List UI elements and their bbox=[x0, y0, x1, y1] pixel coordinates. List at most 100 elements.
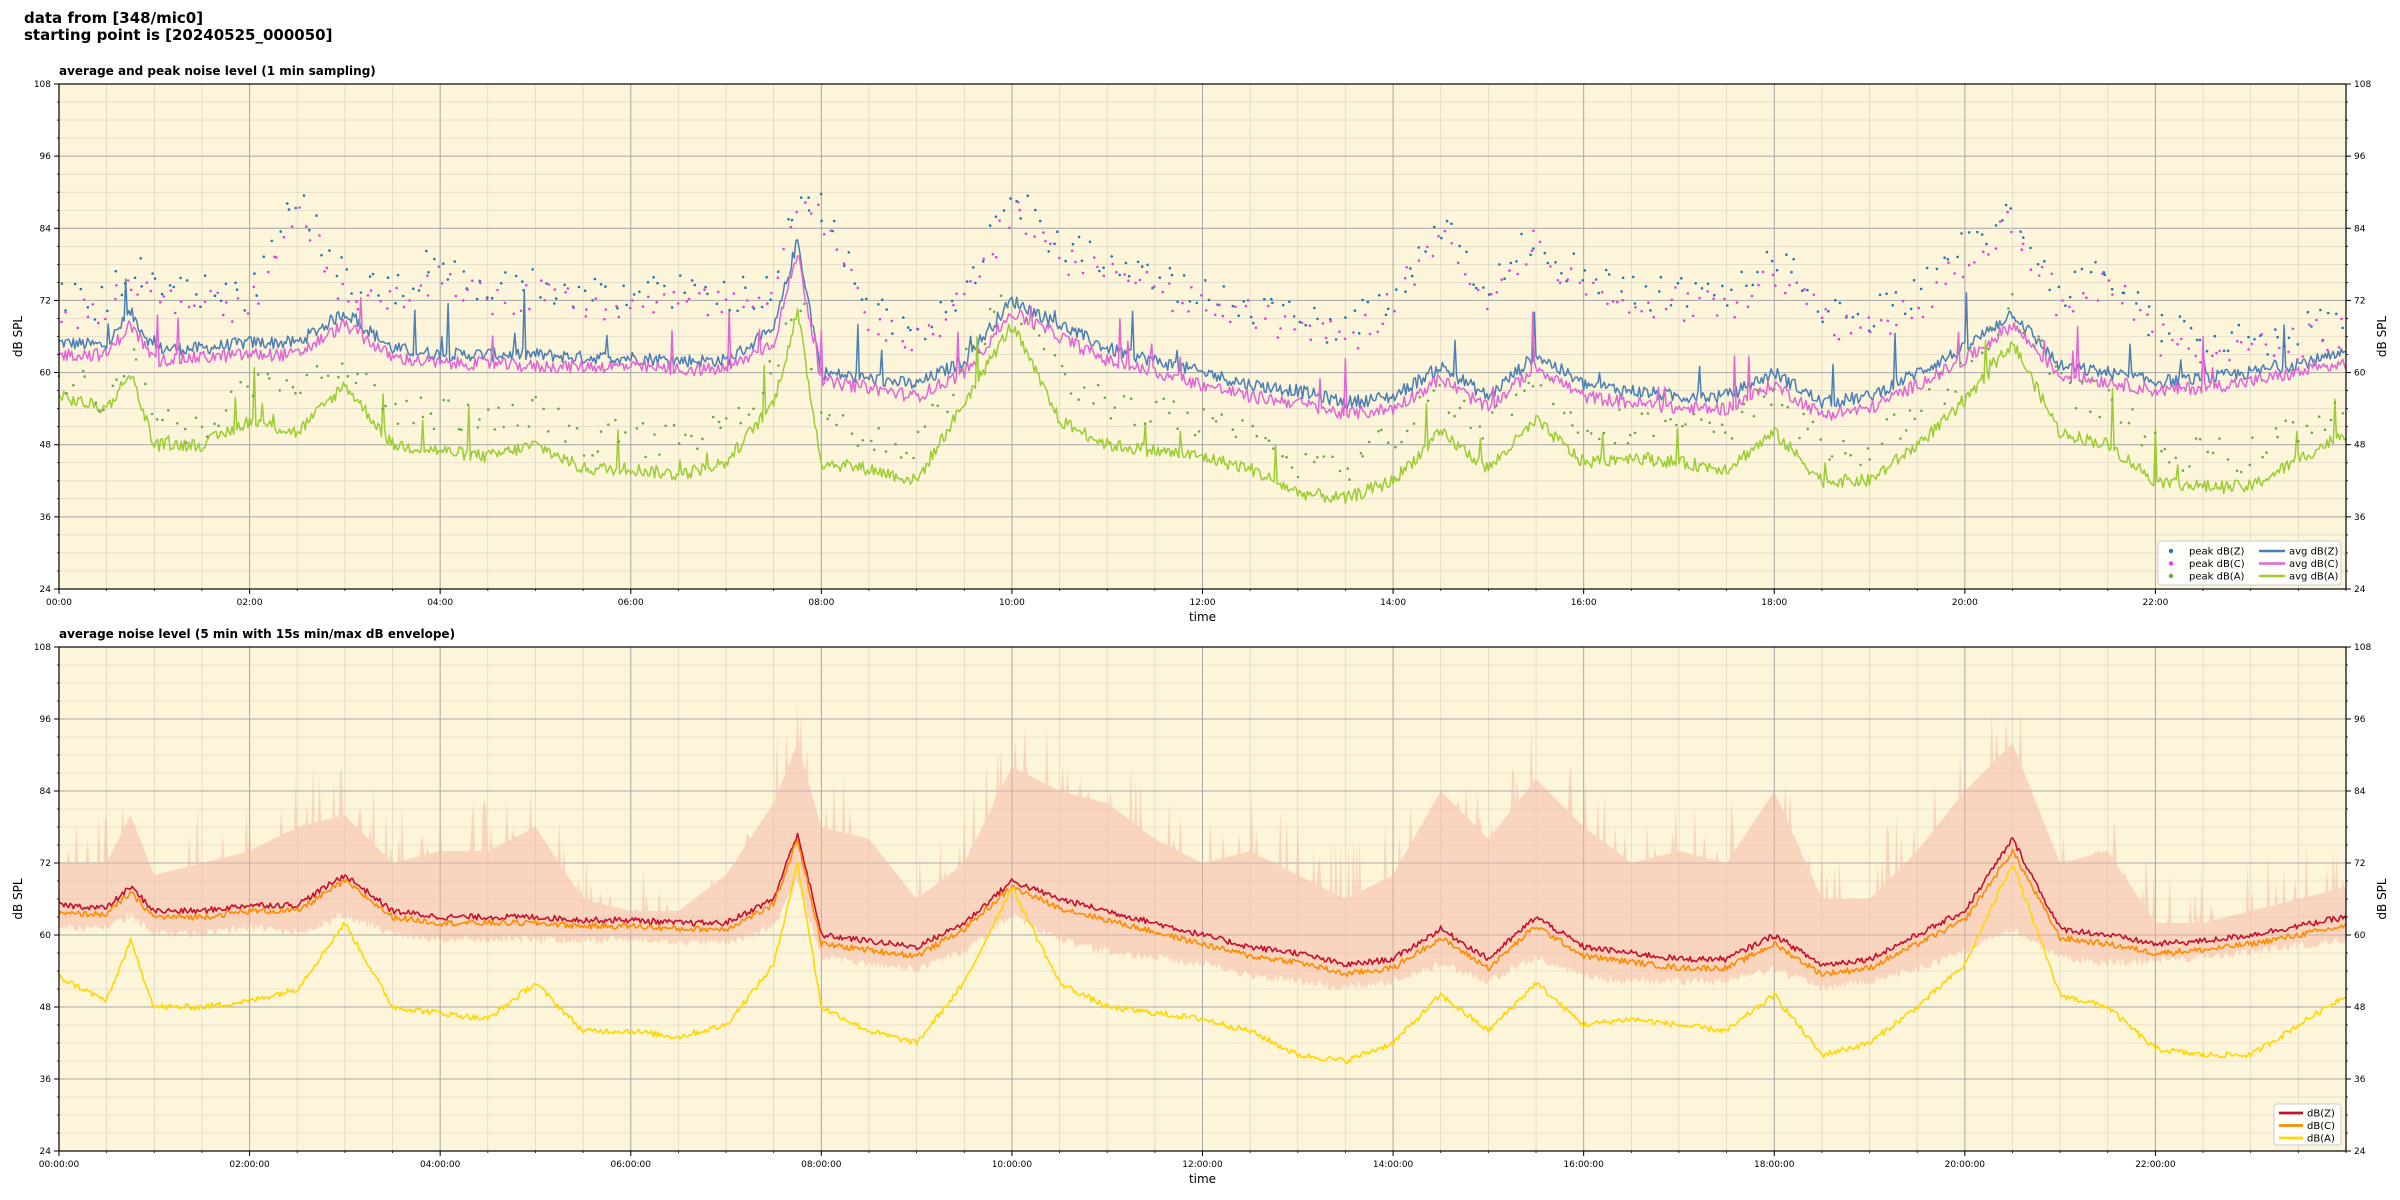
peak-point bbox=[539, 296, 542, 299]
peak-point bbox=[1171, 309, 1174, 313]
peak-point bbox=[1334, 338, 1338, 341]
peak-point bbox=[1903, 312, 1907, 316]
peak-point bbox=[1168, 411, 1171, 415]
peak-point bbox=[923, 425, 927, 428]
y-tick-label-left: 60 bbox=[40, 931, 52, 941]
peak-point bbox=[1220, 413, 1223, 416]
peak-point bbox=[1615, 300, 1619, 304]
peak-point bbox=[115, 378, 118, 381]
peak-point bbox=[1947, 261, 1950, 265]
peak-point bbox=[179, 300, 183, 303]
peak-point bbox=[1008, 226, 1011, 230]
peak-point bbox=[1621, 299, 1624, 302]
peak-point bbox=[741, 275, 745, 279]
peak-point bbox=[2132, 318, 2136, 321]
peak-point bbox=[884, 339, 888, 342]
peak-point bbox=[2110, 398, 2114, 402]
peak-point bbox=[219, 299, 223, 303]
peak-point bbox=[2020, 248, 2024, 251]
peak-point bbox=[542, 407, 545, 411]
peak-point bbox=[1572, 252, 1576, 255]
peak-point bbox=[2215, 351, 2218, 355]
peak-point bbox=[447, 399, 450, 402]
peak-point bbox=[1394, 445, 1397, 449]
peak-point bbox=[291, 385, 295, 389]
bottom-chart-panel: 24 24 36 36 48 48 60 60 72 72 84 84 96 96 108 108 00:00:… bbox=[11, 627, 2389, 1186]
peak-point bbox=[194, 416, 198, 420]
peak-point bbox=[1682, 319, 1686, 323]
peak-point bbox=[172, 285, 175, 289]
peak-point bbox=[1495, 291, 1499, 294]
peak-point bbox=[624, 431, 627, 434]
peak-point bbox=[216, 291, 219, 295]
peak-point bbox=[1681, 424, 1684, 428]
peak-point bbox=[938, 334, 942, 338]
peak-point bbox=[841, 414, 845, 417]
peak-point bbox=[341, 282, 345, 286]
peak-point bbox=[994, 215, 998, 218]
peak-point bbox=[631, 299, 634, 302]
peak-point bbox=[1730, 288, 1733, 292]
peak-point bbox=[1724, 431, 1727, 434]
peak-point bbox=[93, 318, 97, 321]
peak-point bbox=[1359, 452, 1363, 455]
peak-point bbox=[1597, 291, 1600, 295]
peak-point bbox=[2222, 349, 2226, 353]
legend-label: avg dB(Z) bbox=[2289, 547, 2339, 558]
peak-point bbox=[564, 291, 567, 294]
peak-point bbox=[1674, 286, 1677, 289]
peak-point bbox=[2326, 311, 2330, 315]
peak-point bbox=[1234, 305, 1237, 309]
peak-point bbox=[1628, 311, 1631, 314]
figure-header: data from [348/mic0] starting point is [… bbox=[24, 10, 332, 44]
peak-point bbox=[829, 229, 833, 232]
peak-point bbox=[2250, 342, 2254, 346]
peak-point bbox=[567, 424, 571, 428]
peak-point bbox=[1379, 428, 1383, 432]
x-tick-label: 20:00:00 bbox=[1945, 1160, 1986, 1170]
peak-point bbox=[1756, 389, 1760, 392]
peak-point bbox=[2194, 354, 2197, 358]
peak-point bbox=[1487, 293, 1491, 296]
peak-point bbox=[1308, 324, 1312, 328]
peak-point bbox=[298, 206, 301, 209]
peak-point bbox=[1970, 359, 1974, 363]
peak-point bbox=[1953, 272, 1956, 275]
x-tick-label: 12:00:00 bbox=[1182, 1160, 1223, 1170]
peak-point bbox=[1019, 217, 1022, 220]
peak-point bbox=[972, 266, 975, 269]
peak-point bbox=[1182, 274, 1186, 277]
peak-point bbox=[959, 369, 963, 373]
x-axis-label: time bbox=[1189, 610, 1216, 624]
peak-point bbox=[952, 303, 955, 307]
peak-point bbox=[442, 262, 445, 266]
peak-point bbox=[2139, 308, 2142, 312]
peak-point bbox=[2043, 260, 2046, 263]
peak-point bbox=[1405, 429, 1409, 433]
peak-point bbox=[1803, 288, 1806, 291]
peak-point bbox=[504, 271, 507, 274]
peak-point bbox=[1917, 306, 1920, 310]
peak-point bbox=[1447, 411, 1451, 415]
peak-point bbox=[1985, 242, 1988, 246]
legend: peak dB(Z) avg dB(Z) peak dB(C) avg dB(C) pe… bbox=[2157, 540, 2342, 586]
peak-point bbox=[1611, 300, 1615, 303]
peak-point bbox=[931, 403, 934, 407]
peak-point bbox=[437, 265, 441, 269]
peak-point bbox=[2235, 469, 2239, 473]
peak-point bbox=[853, 282, 857, 285]
peak-point bbox=[540, 279, 543, 282]
peak-point bbox=[461, 299, 465, 302]
peak-point bbox=[978, 275, 981, 278]
peak-point bbox=[622, 284, 625, 288]
peak-point bbox=[1145, 270, 1149, 274]
y-tick-label-left: 84 bbox=[40, 787, 52, 797]
peak-point bbox=[1102, 266, 1105, 270]
peak-point bbox=[1880, 442, 1884, 446]
peak-point bbox=[2183, 319, 2186, 323]
peak-point bbox=[638, 290, 641, 294]
peak-point bbox=[1338, 469, 1342, 473]
peak-point bbox=[412, 421, 415, 425]
peak-point bbox=[1263, 297, 1266, 301]
peak-point bbox=[153, 277, 157, 280]
